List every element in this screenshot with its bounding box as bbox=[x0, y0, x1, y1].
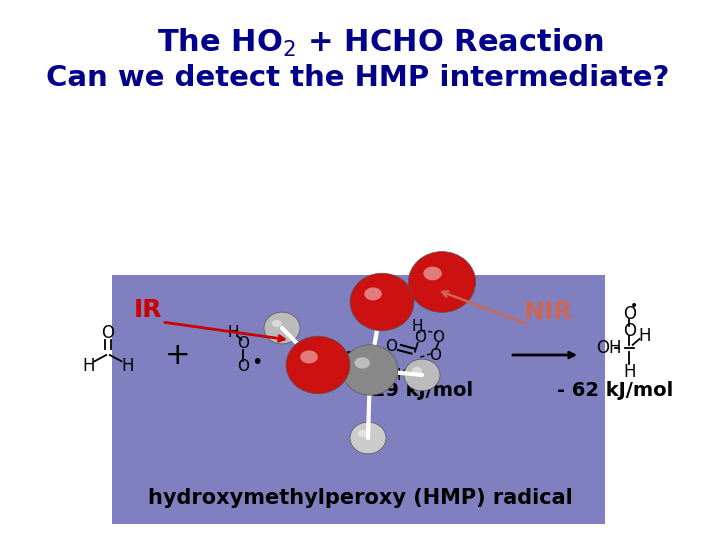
Ellipse shape bbox=[350, 273, 414, 331]
Ellipse shape bbox=[408, 252, 476, 313]
Ellipse shape bbox=[286, 336, 350, 394]
Ellipse shape bbox=[272, 320, 282, 327]
Ellipse shape bbox=[423, 267, 442, 280]
Text: - 62 kJ/mol: - 62 kJ/mol bbox=[557, 381, 673, 400]
Text: O: O bbox=[237, 359, 249, 374]
Ellipse shape bbox=[300, 350, 318, 363]
Text: IR: IR bbox=[134, 298, 162, 322]
Text: H: H bbox=[415, 369, 426, 383]
Text: O: O bbox=[237, 336, 249, 352]
Text: H: H bbox=[122, 357, 134, 375]
Text: NIR: NIR bbox=[523, 300, 572, 324]
Text: H: H bbox=[397, 368, 408, 383]
Text: - 29 kJ/mol: - 29 kJ/mol bbox=[357, 381, 473, 400]
Text: O: O bbox=[415, 330, 426, 345]
Text: O: O bbox=[429, 348, 441, 363]
Text: H: H bbox=[228, 325, 239, 340]
Text: O: O bbox=[102, 325, 114, 342]
Bar bbox=[112, 275, 605, 524]
Text: O: O bbox=[623, 305, 636, 323]
Text: +: + bbox=[165, 341, 191, 369]
Ellipse shape bbox=[264, 312, 300, 344]
Ellipse shape bbox=[412, 367, 422, 374]
Text: The HO$_2$ + HCHO Reaction: The HO$_2$ + HCHO Reaction bbox=[156, 27, 603, 59]
Text: •: • bbox=[630, 299, 639, 313]
Text: O: O bbox=[623, 322, 636, 340]
Text: H: H bbox=[82, 357, 94, 375]
Text: O: O bbox=[433, 330, 444, 345]
Text: OH: OH bbox=[596, 339, 621, 357]
Text: hydroxymethylperoxy (HMP) radical: hydroxymethylperoxy (HMP) radical bbox=[148, 488, 572, 508]
Ellipse shape bbox=[342, 345, 398, 395]
Text: H: H bbox=[412, 319, 423, 334]
Text: H: H bbox=[623, 363, 636, 381]
Ellipse shape bbox=[354, 357, 370, 369]
Ellipse shape bbox=[364, 287, 382, 300]
Ellipse shape bbox=[350, 422, 386, 454]
Text: Can we detect the HMP intermediate?: Can we detect the HMP intermediate? bbox=[46, 64, 670, 92]
Ellipse shape bbox=[404, 359, 440, 391]
Text: O: O bbox=[386, 339, 397, 354]
Text: •: • bbox=[251, 354, 262, 373]
Ellipse shape bbox=[358, 430, 368, 437]
Text: H: H bbox=[639, 327, 651, 346]
